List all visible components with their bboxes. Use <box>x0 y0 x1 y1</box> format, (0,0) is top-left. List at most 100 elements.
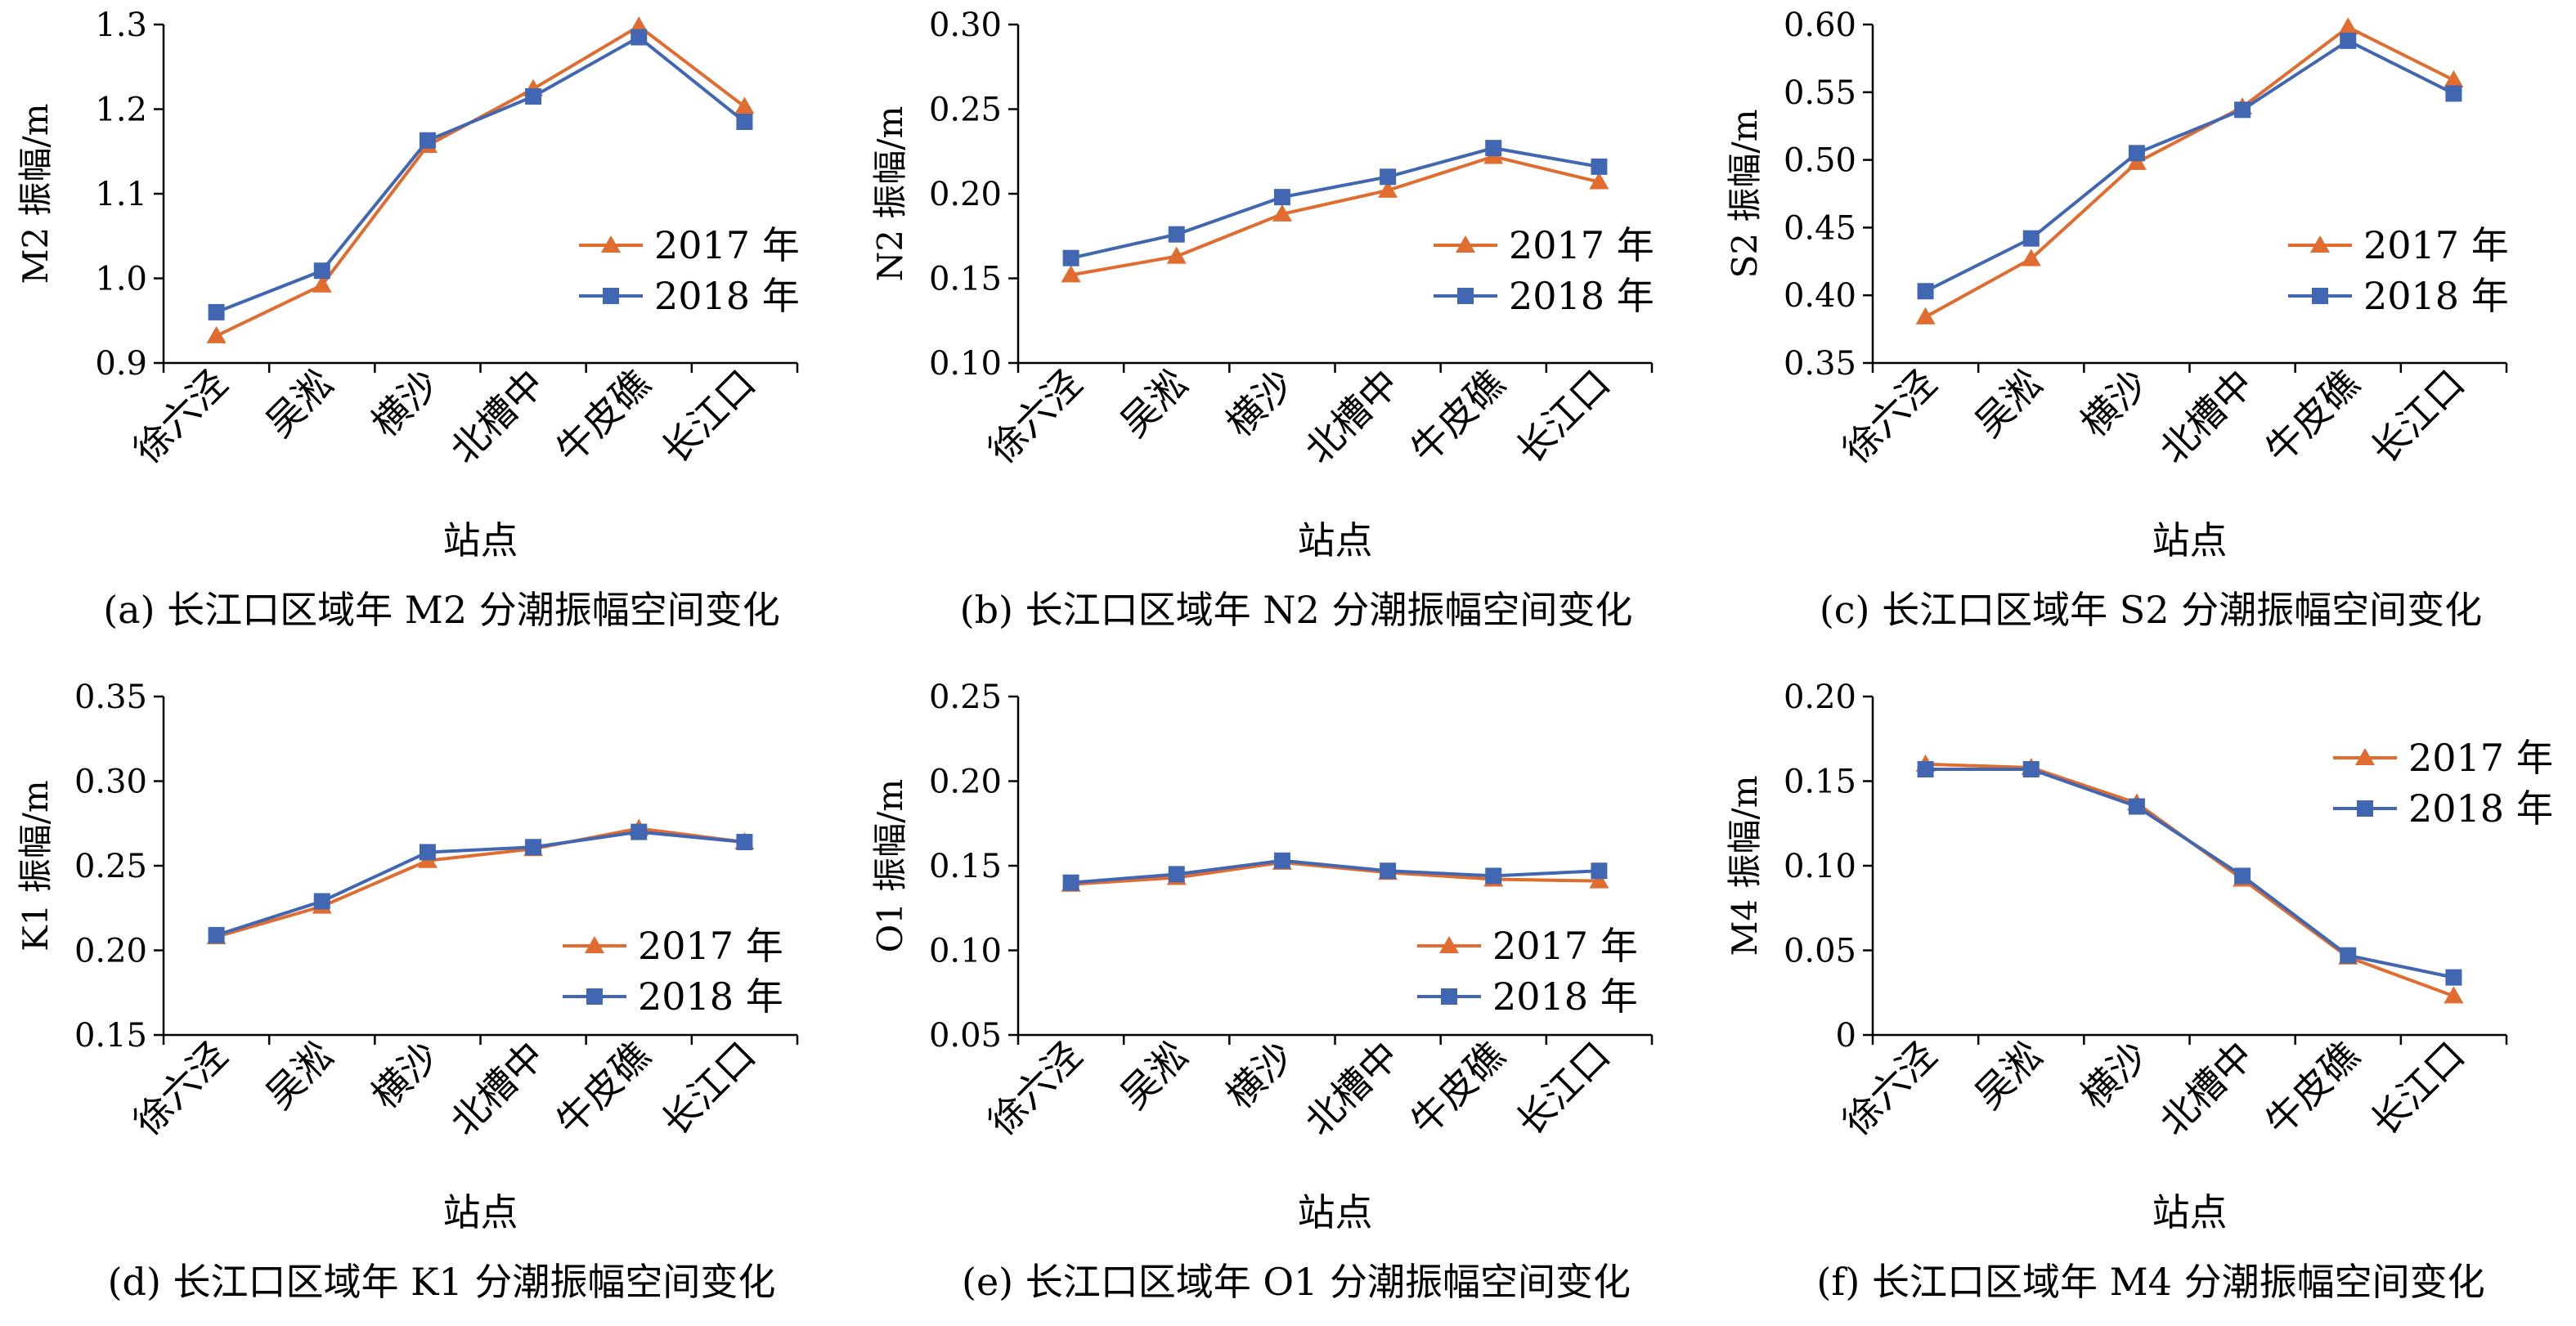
legend-swatch-marker <box>1441 988 1457 1005</box>
y-tick-label: 0.20 <box>929 764 1002 801</box>
y-tick-label: 0 <box>1836 1017 1856 1055</box>
series-line-2017 <box>1070 155 1600 277</box>
x-category-label: 横沙 <box>362 361 447 446</box>
x-category-label: 横沙 <box>2071 1033 2156 1118</box>
y-tick-label: 0.20 <box>74 933 147 970</box>
legend-swatch-marker <box>2310 235 2330 253</box>
legend-swatch-marker <box>586 988 603 1005</box>
data-point-2018 <box>2234 867 2251 885</box>
series-line-2018 <box>1924 38 2455 293</box>
data-point-2018 <box>736 834 753 851</box>
data-point-2018 <box>631 823 648 840</box>
y-tick-label: 0.15 <box>929 261 1002 298</box>
x-category-label: 北槽中 <box>2151 1033 2262 1145</box>
x-axis-title: 站点 <box>443 518 518 562</box>
y-tick-label: 0.20 <box>1784 679 1856 716</box>
x-category-label: 北槽中 <box>1296 1033 1407 1145</box>
legend-swatch-marker <box>603 288 619 304</box>
x-category-label: 北槽中 <box>442 1033 553 1145</box>
data-point-2017 <box>312 275 332 293</box>
y-tick-label: 0.15 <box>1784 764 1856 801</box>
data-point-2018 <box>1485 140 1502 157</box>
figure-caption: (c) 长江口区域年 S2 分潮振幅空间变化 <box>1820 588 2482 632</box>
y-tick-label: 0.15 <box>74 1017 147 1055</box>
y-tick-label: 0.10 <box>1784 848 1856 885</box>
data-point-2018 <box>1273 852 1290 869</box>
data-point-2018 <box>2022 230 2040 247</box>
series-line-2017 <box>216 827 745 939</box>
y-tick-label: 0.20 <box>929 176 1002 213</box>
y-axis-title: O1 振幅/m <box>870 779 910 952</box>
x-category-label: 横沙 <box>2071 361 2156 446</box>
x-category-label: 北槽中 <box>1296 361 1407 473</box>
data-point-2017 <box>1061 265 1081 283</box>
data-point-2018 <box>2128 145 2145 162</box>
series-line-2018 <box>215 830 745 937</box>
x-axis-title: 站点 <box>1298 518 1373 562</box>
legend: 2017 年 2018 年 <box>1434 223 1654 318</box>
x-category-label: 横沙 <box>362 1033 447 1118</box>
y-axis-title: S2 振幅/m <box>1725 110 1765 279</box>
data-point-2018 <box>419 844 436 861</box>
x-category-label: 吴淞 <box>1966 361 2050 446</box>
data-point-2018 <box>1485 867 1502 885</box>
legend: 2017 年 2018 年 <box>1417 924 1638 1019</box>
y-tick-label: 0.9 <box>95 345 147 383</box>
legend-label: 2017 年 <box>1492 924 1638 968</box>
legend-swatch-marker <box>2312 288 2328 304</box>
data-point-2018 <box>2022 761 2040 778</box>
series-line-2018 <box>215 35 746 314</box>
x-category-label: 横沙 <box>1217 1033 1301 1118</box>
data-point-2018 <box>2340 947 2357 964</box>
figure-caption: (d) 长江口区域年 K1 分潮振幅空间变化 <box>108 1260 776 1304</box>
legend-label: 2018 年 <box>654 274 800 318</box>
legend-swatch-marker <box>1456 235 1475 253</box>
data-point-2018 <box>2128 798 2145 815</box>
legend-label: 2018 年 <box>1509 274 1654 318</box>
data-point-2018 <box>1062 874 1079 891</box>
series-line-2018 <box>1070 858 1600 885</box>
legend-label: 2017 年 <box>638 924 783 968</box>
series-line-2018 <box>1070 146 1600 260</box>
legend-label: 2018 年 <box>1492 974 1638 1019</box>
y-tick-label: 0.25 <box>929 679 1002 716</box>
data-point-2018 <box>313 262 330 280</box>
data-point-2017 <box>1378 180 1398 198</box>
y-tick-label: 0.25 <box>929 92 1002 129</box>
data-point-2018 <box>525 839 542 856</box>
legend-label: 2018 年 <box>2408 786 2551 831</box>
y-tick-label: 1.1 <box>95 176 147 213</box>
x-axis-title: 站点 <box>1298 1190 1373 1234</box>
data-point-2017 <box>2021 249 2041 267</box>
legend-swatch-marker <box>601 235 621 253</box>
x-category-label: 长江口 <box>2362 361 2473 473</box>
legend-label: 2017 年 <box>1509 223 1654 267</box>
y-tick-label: 0.35 <box>74 679 147 716</box>
data-point-2018 <box>2445 85 2462 102</box>
data-point-2018 <box>525 87 542 105</box>
y-tick-label: 0.30 <box>929 7 1002 44</box>
data-point-2018 <box>1168 866 1185 883</box>
y-tick-label: 0.10 <box>929 933 1002 970</box>
series-line-2018 <box>1925 768 2454 979</box>
data-point-2018 <box>313 893 330 910</box>
x-category-label: 北槽中 <box>442 361 553 473</box>
y-tick-label: 0.60 <box>1784 7 1856 44</box>
x-axis-title: 站点 <box>2152 1190 2228 1234</box>
x-category-label: 牛皮礁 <box>1402 361 1513 473</box>
legend: 2017 年 2018 年 <box>563 924 783 1019</box>
x-category-label: 长江口 <box>653 361 764 473</box>
y-tick-label: 1.3 <box>95 7 147 44</box>
x-category-label: 吴淞 <box>1111 1033 1196 1118</box>
y-tick-label: 1.2 <box>95 92 147 129</box>
y-tick-label: 0.55 <box>1784 74 1856 112</box>
x-axis-title: 站点 <box>2152 518 2228 562</box>
legend-swatch-marker <box>2357 800 2373 817</box>
x-category-label: 吴淞 <box>1111 361 1196 446</box>
